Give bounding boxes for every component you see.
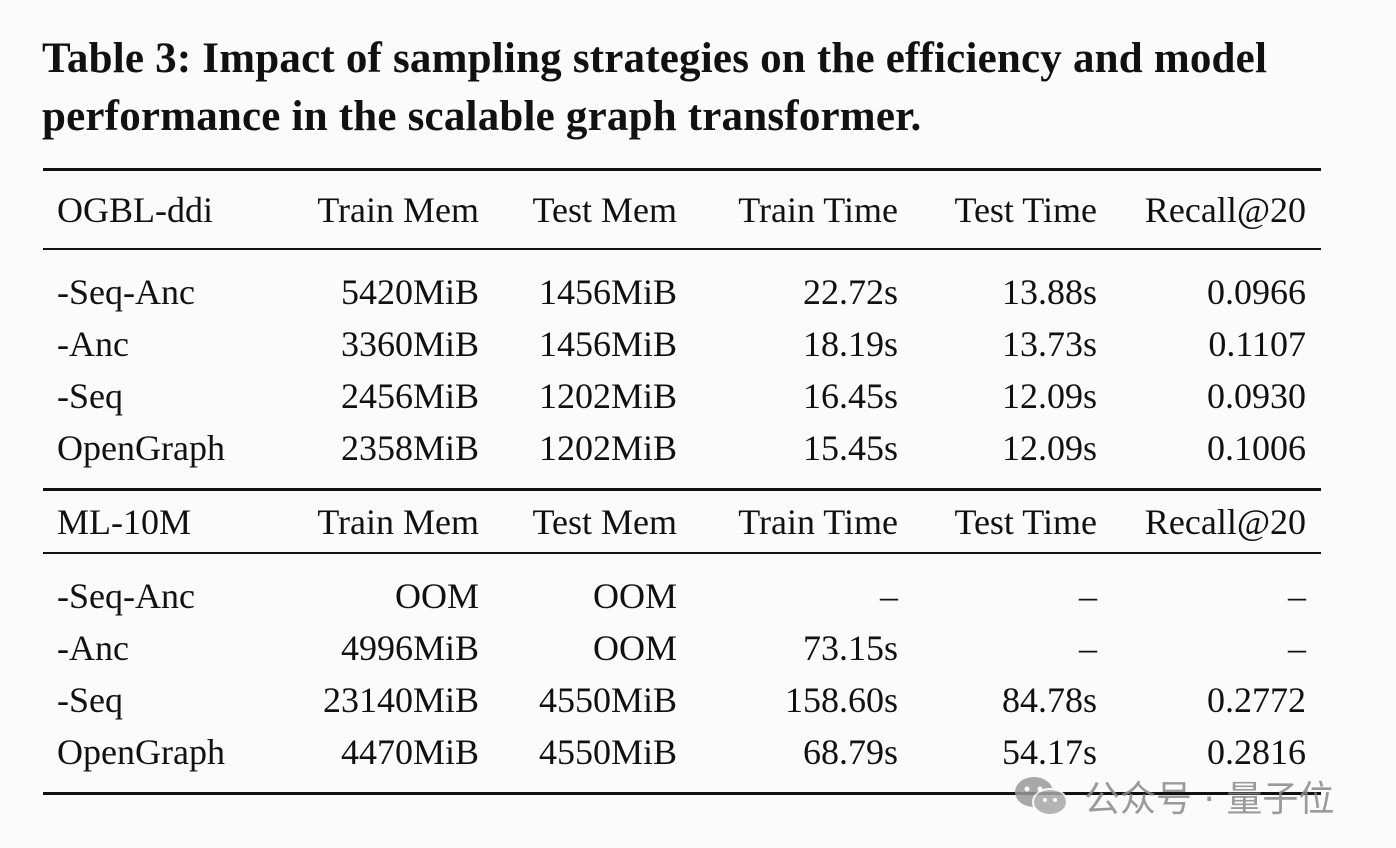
watermark: 公众号 · 量子位 [1012, 770, 1334, 822]
value-cell: 4550MiB [538, 680, 677, 720]
table-caption: Table 3: Impact of sampling strategies o… [42, 35, 1268, 140]
value-cell: 23140MiB [322, 680, 479, 720]
value-cell: – [880, 576, 898, 616]
value-cell: 2456MiB [340, 376, 479, 416]
table-row: -Seq-Anc OOM OOM – – – [43, 570, 1321, 622]
method-cell: -Anc [57, 628, 129, 668]
section-rule [43, 488, 1321, 491]
table-row: OpenGraph 4470MiB 4550MiB 68.79s 54.17s 0.281… [43, 726, 1321, 778]
value-cell: OOM [592, 628, 677, 668]
value-cell: 5420MiB [340, 272, 479, 312]
value-cell: 12.09s [1001, 376, 1097, 416]
value-cell: 1202MiB [538, 428, 677, 468]
value-cell: 0.1107 [1208, 324, 1306, 364]
column-header: Test Time [954, 501, 1097, 542]
value-cell: 12.09s [1001, 428, 1097, 468]
value-cell: 4470MiB [340, 732, 479, 772]
value-cell: 73.15s [802, 628, 898, 668]
column-header: Train Time [738, 189, 898, 230]
top-rule [43, 168, 1321, 171]
column-header: Test Time [954, 189, 1097, 230]
wechat-icon [1015, 777, 1068, 816]
value-cell: 4996MiB [340, 628, 479, 668]
value-cell: 16.45s [802, 376, 898, 416]
value-cell: 1456MiB [538, 272, 677, 312]
value-cell: – [1288, 628, 1306, 668]
value-cell: – [1079, 628, 1097, 668]
value-cell: – [1288, 576, 1306, 616]
method-cell: -Seq-Anc [57, 272, 195, 312]
value-cell: 84.78s [1001, 680, 1097, 720]
column-header: Recall@20 [1144, 189, 1306, 230]
dataset-header: ML-10M [57, 501, 191, 542]
method-cell: -Seq [57, 680, 123, 720]
method-cell: -Seq-Anc [57, 576, 195, 616]
value-cell: 68.79s [802, 732, 898, 772]
method-cell: -Seq [57, 376, 123, 416]
value-cell: 3360MiB [340, 324, 479, 364]
value-cell: 158.60s [784, 680, 898, 720]
column-header: Test Mem [532, 189, 677, 230]
table-row: -Seq 2456MiB 1202MiB 16.45s 12.09s 0.0930 [43, 370, 1321, 422]
column-header: Test Mem [532, 501, 677, 542]
value-cell: 2358MiB [340, 428, 479, 468]
value-cell: 13.73s [1001, 324, 1097, 364]
table-row: -Seq 23140MiB 4550MiB 158.60s 84.78s 0.2772 [43, 674, 1321, 726]
table-row: -Anc 4996MiB OOM 73.15s – – [43, 622, 1321, 674]
column-header: Train Time [738, 501, 898, 542]
value-cell: 18.19s [802, 324, 898, 364]
column-header: Recall@20 [1144, 501, 1306, 542]
table-row: -Seq-Anc 5420MiB 1456MiB 22.72s 13.88s 0.0966 [43, 266, 1321, 318]
method-cell: -Anc [57, 324, 129, 364]
header-row: ML-10M Train Mem Test Mem Train Time Tes… [43, 491, 1321, 552]
value-cell: OOM [394, 576, 479, 616]
value-cell: 1456MiB [538, 324, 677, 364]
method-cell: OpenGraph [57, 428, 225, 468]
table-row: -Anc 3360MiB 1456MiB 18.19s 13.73s 0.1107 [43, 318, 1321, 370]
dataset-header: OGBL-ddi [57, 189, 213, 230]
value-cell: 0.0930 [1207, 376, 1306, 416]
value-cell: 0.2772 [1207, 680, 1306, 720]
value-cell: 0.1006 [1207, 428, 1306, 468]
value-cell: OOM [592, 576, 677, 616]
value-cell: 22.72s [802, 272, 898, 312]
method-cell: OpenGraph [57, 732, 225, 772]
value-cell: 13.88s [1001, 272, 1097, 312]
value-cell: 4550MiB [538, 732, 677, 772]
mid-rule [43, 248, 1321, 250]
watermark-text: 公众号 · 量子位 [1084, 779, 1335, 820]
column-header: Train Mem [317, 501, 479, 542]
value-cell: 1202MiB [538, 376, 677, 416]
results-table: OGBL-ddi Train Mem Test Mem Train Time T… [43, 168, 1321, 795]
value-cell: 0.0966 [1207, 272, 1306, 312]
value-cell: 15.45s [802, 428, 898, 468]
column-header: Train Mem [317, 189, 479, 230]
header-row: OGBL-ddi Train Mem Test Mem Train Time T… [43, 171, 1321, 248]
value-cell: – [1079, 576, 1097, 616]
value-cell: 0.2816 [1207, 732, 1306, 772]
bottom-rule [43, 792, 1321, 795]
mid-rule [43, 552, 1321, 554]
value-cell: 54.17s [1001, 732, 1097, 772]
table-row: OpenGraph 2358MiB 1202MiB 15.45s 12.09s 0.100… [43, 422, 1321, 474]
